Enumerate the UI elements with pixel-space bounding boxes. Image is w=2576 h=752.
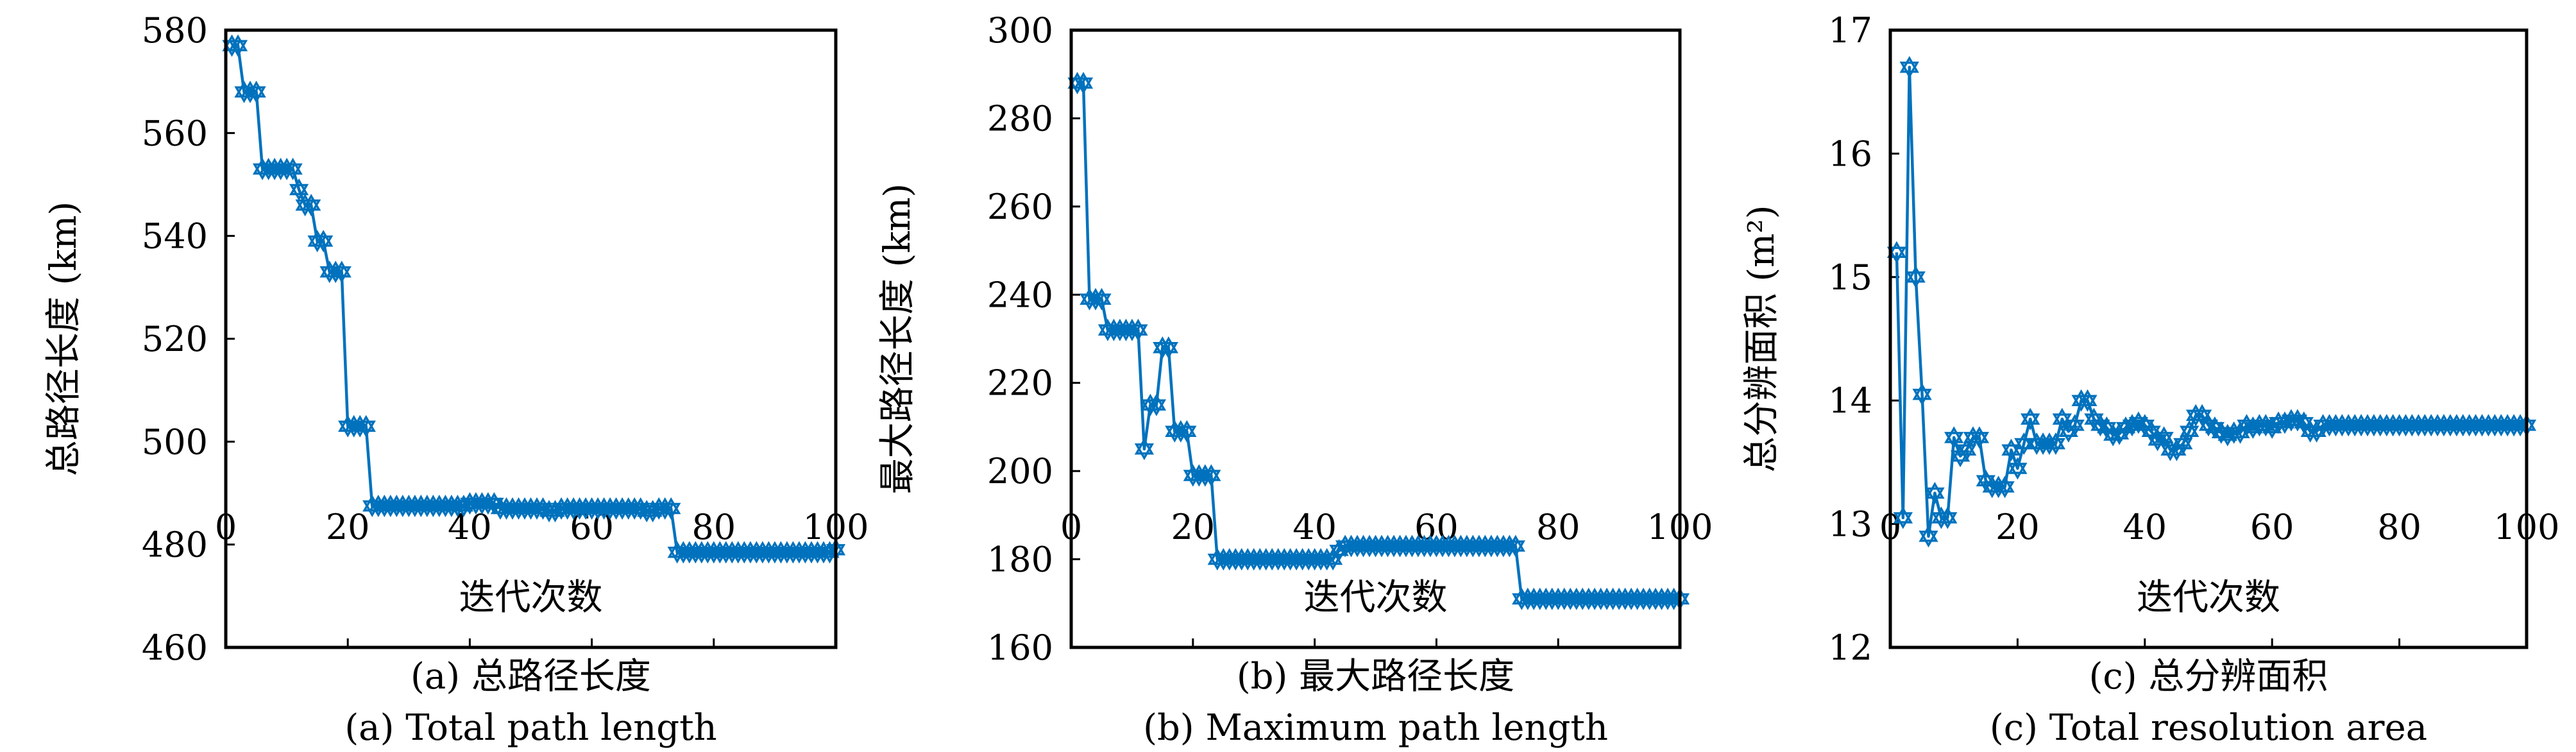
data-point <box>1201 464 1221 487</box>
y-tick-label: 580 <box>142 10 208 51</box>
data-point <box>1906 266 1926 289</box>
data-point <box>289 178 309 201</box>
data-point <box>2173 432 2193 456</box>
data-point <box>301 194 321 217</box>
plot-frame <box>1888 28 2529 649</box>
data-point <box>332 261 352 284</box>
data-point <box>1128 318 1148 341</box>
data-point <box>313 230 334 253</box>
data-point <box>2180 420 2199 443</box>
series-line <box>1895 65 2527 538</box>
x-axis-label: 迭代次数 <box>459 577 603 619</box>
data-point <box>1177 420 1197 443</box>
data-point <box>356 414 376 438</box>
data-point <box>1956 438 1977 461</box>
x-tick-label: 80 <box>1536 507 1580 547</box>
y-tick-label: 180 <box>987 540 1053 580</box>
data-point <box>1886 241 1907 264</box>
y-tick-label: 500 <box>142 422 208 462</box>
y-tick-label: 520 <box>142 319 208 359</box>
data-point <box>2154 426 2174 449</box>
data-point <box>2001 438 2021 461</box>
data-point <box>2078 389 2097 412</box>
data-point <box>1925 482 1945 504</box>
x-axis-label: 迭代次数 <box>2137 577 2280 619</box>
x-tick-label: 20 <box>1996 507 2040 547</box>
data-point <box>1158 336 1179 359</box>
data-point <box>2052 407 2072 431</box>
y-tick-label: 240 <box>987 275 1053 315</box>
y-tick-label: 300 <box>987 10 1053 51</box>
series-line <box>232 44 836 554</box>
data-point <box>1938 506 1958 529</box>
plot-frame <box>224 28 838 649</box>
data-point <box>1944 426 1964 449</box>
y-tick-label: 200 <box>987 451 1053 491</box>
y-axis-label: 最大路径长度 (km) <box>877 184 919 495</box>
caption-chinese: (b) 最大路径长度 <box>1237 656 1514 697</box>
data-point <box>1912 383 1932 406</box>
x-axis-label: 迭代次数 <box>1304 577 1448 619</box>
x-tick-label: 60 <box>2250 507 2294 547</box>
x-tick-label: 40 <box>1292 507 1337 547</box>
data-point <box>2008 457 2028 480</box>
data-point <box>1919 525 1938 548</box>
data-point <box>246 80 266 103</box>
y-tick-label: 460 <box>142 628 208 668</box>
series-line <box>1077 81 1680 601</box>
chart-a: 0 20 40 60 80 100460480500520540560580迭代次数总路径… <box>43 10 869 749</box>
data-point <box>1073 71 1094 95</box>
caption-english: (a) Total path length <box>344 707 716 749</box>
x-tick-label: 20 <box>326 507 370 547</box>
y-tick-label: 260 <box>987 187 1053 227</box>
data-point <box>1092 287 1112 311</box>
data-point <box>1134 438 1155 461</box>
x-tick-label: 80 <box>691 507 736 547</box>
y-axis-label: 总分辨面积 (m²) <box>1741 205 1783 472</box>
data-point <box>1995 475 2015 499</box>
caption-chinese: (c) 总分辨面积 <box>2089 656 2328 697</box>
y-tick-label: 16 <box>1828 133 1872 174</box>
data-point <box>1893 506 1913 529</box>
data-point <box>283 157 303 180</box>
y-tick-label: 17 <box>1828 10 1872 51</box>
y-tick-label: 13 <box>1828 504 1872 545</box>
data-point <box>2014 432 2034 456</box>
y-tick-label: 15 <box>1828 257 1872 298</box>
x-tick-label: 40 <box>2123 507 2167 547</box>
caption-english: (b) Maximum path length <box>1143 707 1608 749</box>
x-tick-label: 20 <box>1171 507 1215 547</box>
data-point <box>1146 393 1167 416</box>
y-tick-label: 14 <box>1828 380 1872 421</box>
caption-english: (c) Total resolution area <box>1990 707 2427 749</box>
y-tick-label: 12 <box>1828 628 1872 668</box>
y-tick-label: 220 <box>987 363 1053 404</box>
data-point <box>1969 426 1990 449</box>
data-point <box>661 497 681 520</box>
data-point <box>2065 414 2085 437</box>
y-tick-label: 560 <box>142 113 208 153</box>
data-point <box>2046 432 2066 456</box>
y-tick-label: 160 <box>987 628 1053 668</box>
data-point <box>2021 407 2040 431</box>
plot-frame <box>1069 28 1682 649</box>
y-tick-label: 540 <box>142 216 208 257</box>
y-axis-label: 总路径长度 (km) <box>43 201 85 477</box>
y-tick-label: 280 <box>987 98 1053 139</box>
x-tick-label: 80 <box>2377 507 2421 547</box>
caption-chinese: (a) 总路径长度 <box>411 656 651 697</box>
chart-b: 0 20 40 60 80 100160180200220240260280300迭代次数… <box>877 10 1713 749</box>
y-tick-label: 480 <box>142 525 208 565</box>
data-point <box>228 34 248 57</box>
data-point <box>1899 56 1919 79</box>
data-point <box>1505 534 1525 558</box>
